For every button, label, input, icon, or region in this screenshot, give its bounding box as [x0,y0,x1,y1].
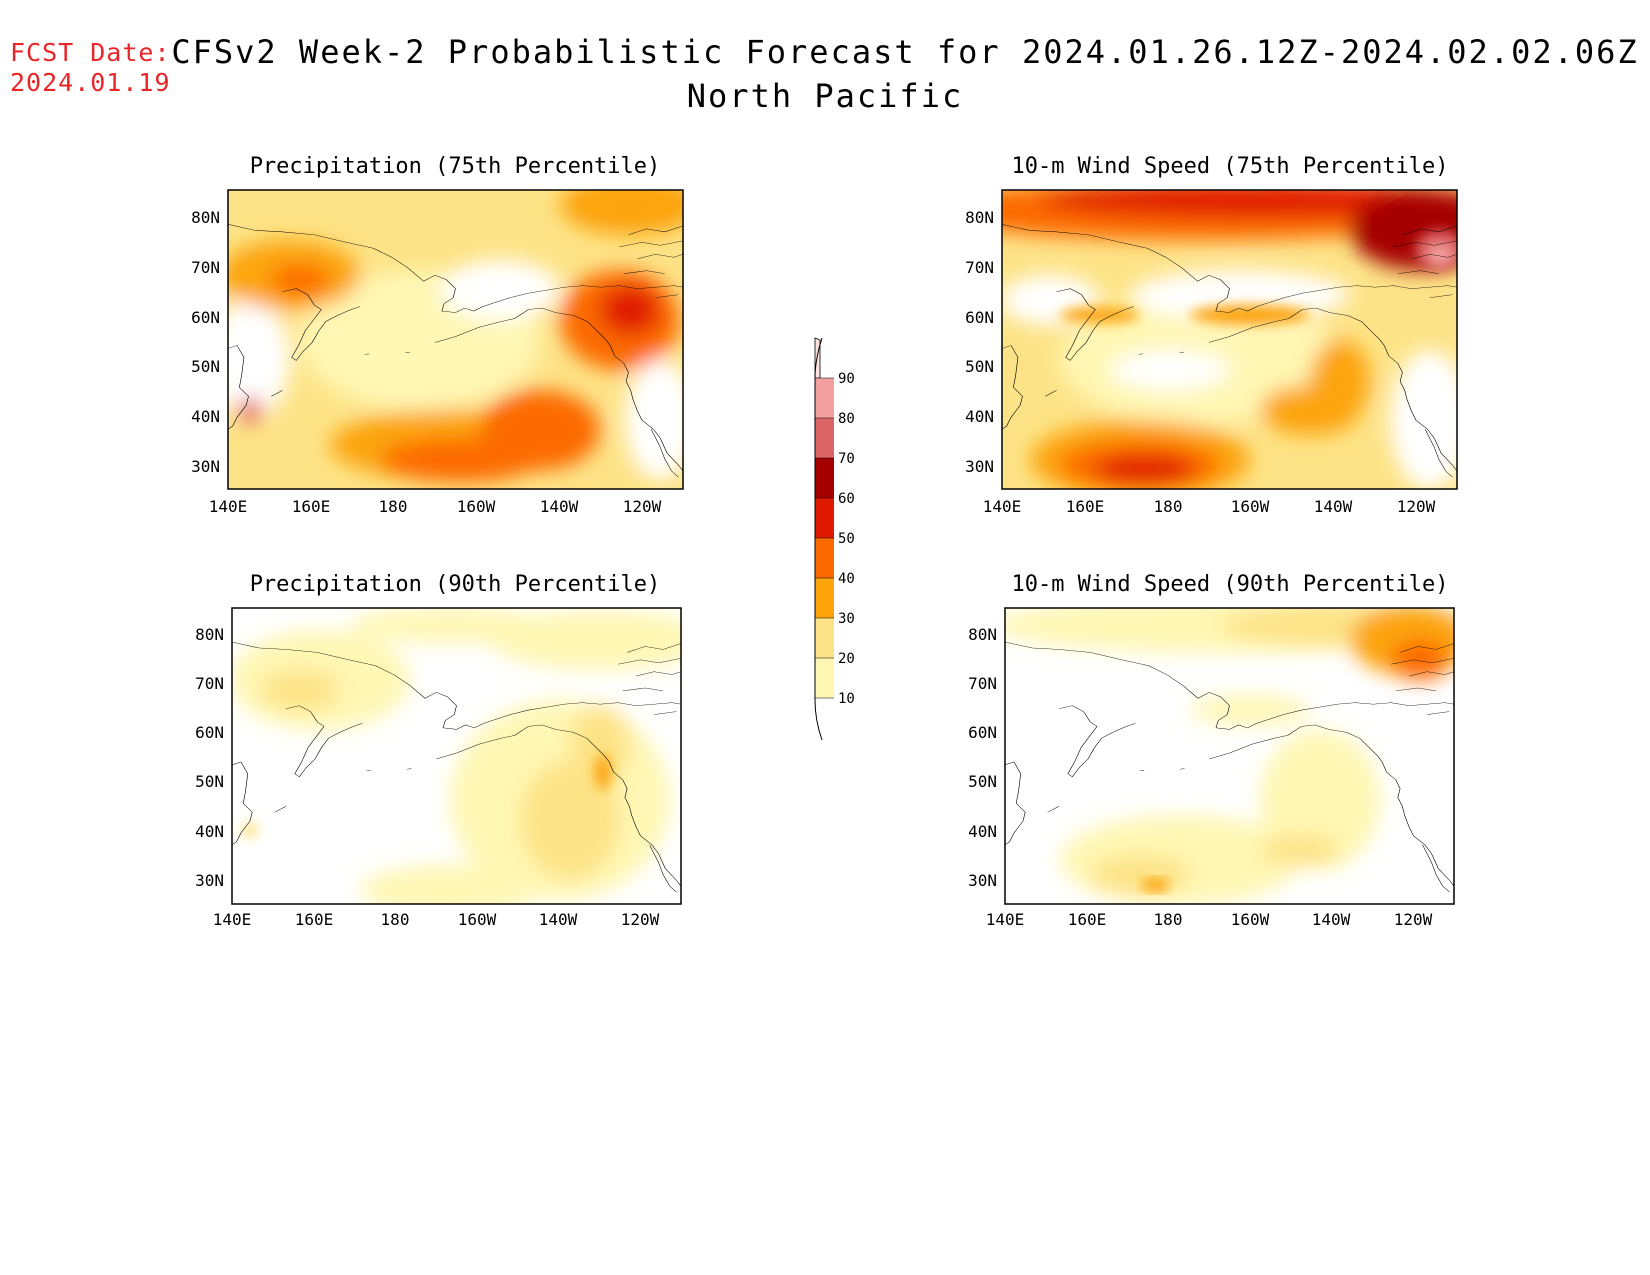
colorbar-label: 40 [838,571,855,587]
y-tick: 40N [965,407,994,426]
y-tick: 60N [965,308,994,327]
colorbar-label: 70 [838,451,855,467]
y-tick: 70N [965,258,994,277]
y-tick: 60N [191,308,220,327]
x-tick: 160W [1231,497,1270,516]
colorbar-swatch [814,337,821,379]
x-tick: 160E [1066,497,1105,516]
x-tick: 160W [1231,910,1270,929]
panel-title: Precipitation (75th Percentile) [250,154,661,179]
colorbar: 90 80 70 60 50 40 30 20 10 [814,337,855,741]
colorbar-label: 80 [838,411,855,427]
x-axis-ticks: 140E 160E 180 160W 140W 120W [983,497,1436,516]
y-tick: 30N [968,871,997,890]
panel-precip-75: Precipitation (75th Percentile) [191,154,684,516]
y-tick: 40N [195,822,224,841]
x-tick: 120W [1394,910,1433,929]
y-tick: 80N [191,208,220,227]
x-tick: 140W [1314,497,1353,516]
y-tick: 60N [195,723,224,742]
x-tick: 140W [540,497,579,516]
page-title: CFSv2 Week-2 Probabilistic Forecast for … [0,30,1650,118]
x-tick: 180 [1154,910,1183,929]
x-tick: 140W [539,910,578,929]
x-tick: 160W [457,497,496,516]
y-tick: 80N [195,625,224,644]
panel-title: 10-m Wind Speed (75th Percentile) [1011,154,1448,179]
colorbar-swatch [815,618,834,658]
forecast-date-label: FCST Date: [10,38,171,67]
forecast-date: FCST Date: 2024.01.19 [10,38,171,98]
y-axis-ticks: 80N 70N 60N 50N 40N 30N [965,208,994,476]
x-axis-ticks: 140E 160E 180 160W 140W 120W [209,497,662,516]
panel-wind-75: 10-m Wind Speed (75th Percentile) [965,154,1458,516]
panel-title: 10-m Wind Speed (90th Percentile) [1011,572,1448,597]
y-tick: 70N [191,258,220,277]
y-tick: 40N [968,822,997,841]
x-tick: 160W [458,910,497,929]
colorbar-swatch [815,418,834,458]
colorbar-swatch [815,378,834,418]
x-tick: 180 [379,497,408,516]
y-tick: 80N [965,208,994,227]
x-tick: 180 [381,910,410,929]
y-axis-ticks: 80N 70N 60N 50N 40N 30N [968,625,997,890]
colorbar-swatch [815,538,834,578]
y-tick: 30N [195,871,224,890]
title-line-2: North Pacific [686,77,964,115]
colorbar-label: 30 [838,611,855,627]
x-tick: 120W [1397,497,1436,516]
x-tick: 140E [983,497,1022,516]
x-axis-ticks: 140E 160E 180 160W 140W 120W [986,910,1433,929]
y-tick: 70N [195,674,224,693]
x-tick: 160E [292,497,331,516]
y-tick: 30N [965,457,994,476]
colorbar-swatch [815,578,834,618]
y-tick: 50N [195,772,224,791]
y-tick: 60N [968,723,997,742]
y-axis-ticks: 80N 70N 60N 50N 40N 30N [195,625,224,890]
y-axis-ticks: 80N 70N 60N 50N 40N 30N [191,208,220,476]
colorbar-swatch [815,498,834,538]
colorbar-label: 20 [838,651,855,667]
panel-wind-90: 10-m Wind Speed (90th Percentile) 140E [968,572,1455,929]
colorbar-label: 50 [838,531,855,547]
x-tick: 120W [623,497,662,516]
x-tick: 180 [1154,497,1183,516]
forecast-date-value: 2024.01.19 [10,68,171,97]
y-tick: 50N [968,772,997,791]
x-tick: 140W [1312,910,1351,929]
x-axis-ticks: 140E 160E 180 160W 140W 120W [213,910,660,929]
x-tick: 160E [1068,910,1107,929]
y-tick: 50N [965,357,994,376]
colorbar-swatch [815,458,834,498]
colorbar-swatch [815,658,834,698]
x-tick: 140E [209,497,248,516]
panel-precip-90: Precipitation (90th Percentile) 140E [195,572,682,929]
x-tick: 140E [213,910,252,929]
x-tick: 140E [986,910,1025,929]
y-tick: 70N [968,674,997,693]
colorbar-label: 10 [838,691,855,707]
colorbar-label: 90 [838,371,855,387]
x-tick: 120W [621,910,660,929]
title-line-1: CFSv2 Week-2 Probabilistic Forecast for … [171,33,1639,71]
y-tick: 50N [191,357,220,376]
y-tick: 80N [968,625,997,644]
panel-title: Precipitation (90th Percentile) [250,572,661,597]
y-tick: 40N [191,407,220,426]
x-tick: 160E [295,910,334,929]
colorbar-label: 60 [838,491,855,507]
y-tick: 30N [191,457,220,476]
